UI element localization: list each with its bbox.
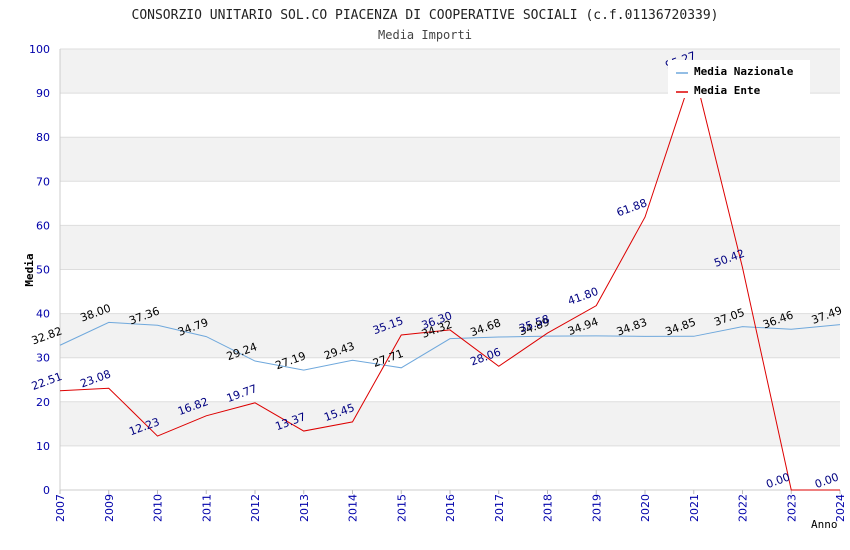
y-tick-label: 30 (36, 352, 50, 365)
y-tick-label: 20 (36, 396, 50, 409)
x-tick-label: 2014 (347, 494, 360, 522)
plot-band (60, 269, 840, 314)
series-line-media-nazionale (59, 321, 841, 371)
plot-band (60, 313, 840, 358)
plot-band (60, 445, 840, 490)
x-tick-label: 2011 (200, 494, 213, 522)
y-tick-label: 80 (36, 131, 50, 144)
x-tick-label: 2022 (737, 494, 750, 522)
x-tick-label: 2007 (54, 494, 67, 522)
series-line-media-ente (59, 68, 840, 491)
plot-band (60, 357, 840, 402)
y-axis-ticks: 0 10 20 30 40 50 60 70 80 90 100 (29, 43, 50, 497)
y-tick-label: 50 (36, 264, 50, 277)
x-tick-label: 2017 (493, 494, 506, 522)
y-tick-label: 100 (29, 43, 50, 56)
x-tick-label: 2015 (395, 494, 408, 522)
x-tick-label: 2020 (639, 494, 652, 522)
x-axis-label: Anno (811, 518, 838, 531)
x-tick-label: 2018 (542, 494, 555, 522)
chart-title: CONSORZIO UNITARIO SOL.CO PIACENZA DI CO… (132, 8, 719, 23)
plot-band (60, 181, 840, 226)
data-label-nazionale: 32.82 (30, 324, 64, 347)
y-tick-label: 90 (36, 87, 50, 100)
legend-label-nazionale: Media Nazionale (694, 65, 794, 78)
y-tick-label: 10 (36, 440, 50, 453)
plot-band (60, 93, 840, 138)
legend: Media Nazionale Media Ente (668, 60, 810, 98)
x-tick-label: 2013 (298, 494, 311, 522)
series-lines (59, 68, 841, 491)
x-axis-ticks: 2007 2009 2010 2011 2012 2013 2014 2015 2016 2017… (54, 490, 847, 522)
legend-label-ente: Media Ente (694, 84, 761, 97)
x-tick-label: 2019 (590, 494, 603, 522)
x-tick-label: 2021 (688, 494, 701, 522)
legend-box (668, 60, 810, 98)
x-tick-label: 2010 (152, 494, 165, 522)
data-label-ente: 22.51 (30, 370, 64, 393)
plot-band (60, 225, 840, 270)
x-tick-label: 2016 (444, 494, 457, 522)
y-axis-label: Media (23, 253, 36, 286)
x-tick-label: 2024 (834, 494, 847, 522)
y-tick-label: 40 (36, 308, 50, 321)
plot-background (60, 49, 840, 490)
x-tick-label: 2023 (785, 494, 798, 522)
y-tick-label: 0 (43, 484, 50, 497)
y-tick-label: 70 (36, 175, 50, 188)
plot-band (60, 137, 840, 182)
x-tick-label: 2012 (249, 494, 262, 522)
chart-subtitle: Media Importi (378, 28, 472, 42)
x-tick-label: 2009 (103, 494, 116, 522)
y-tick-label: 60 (36, 219, 50, 232)
plot-band (60, 401, 840, 446)
